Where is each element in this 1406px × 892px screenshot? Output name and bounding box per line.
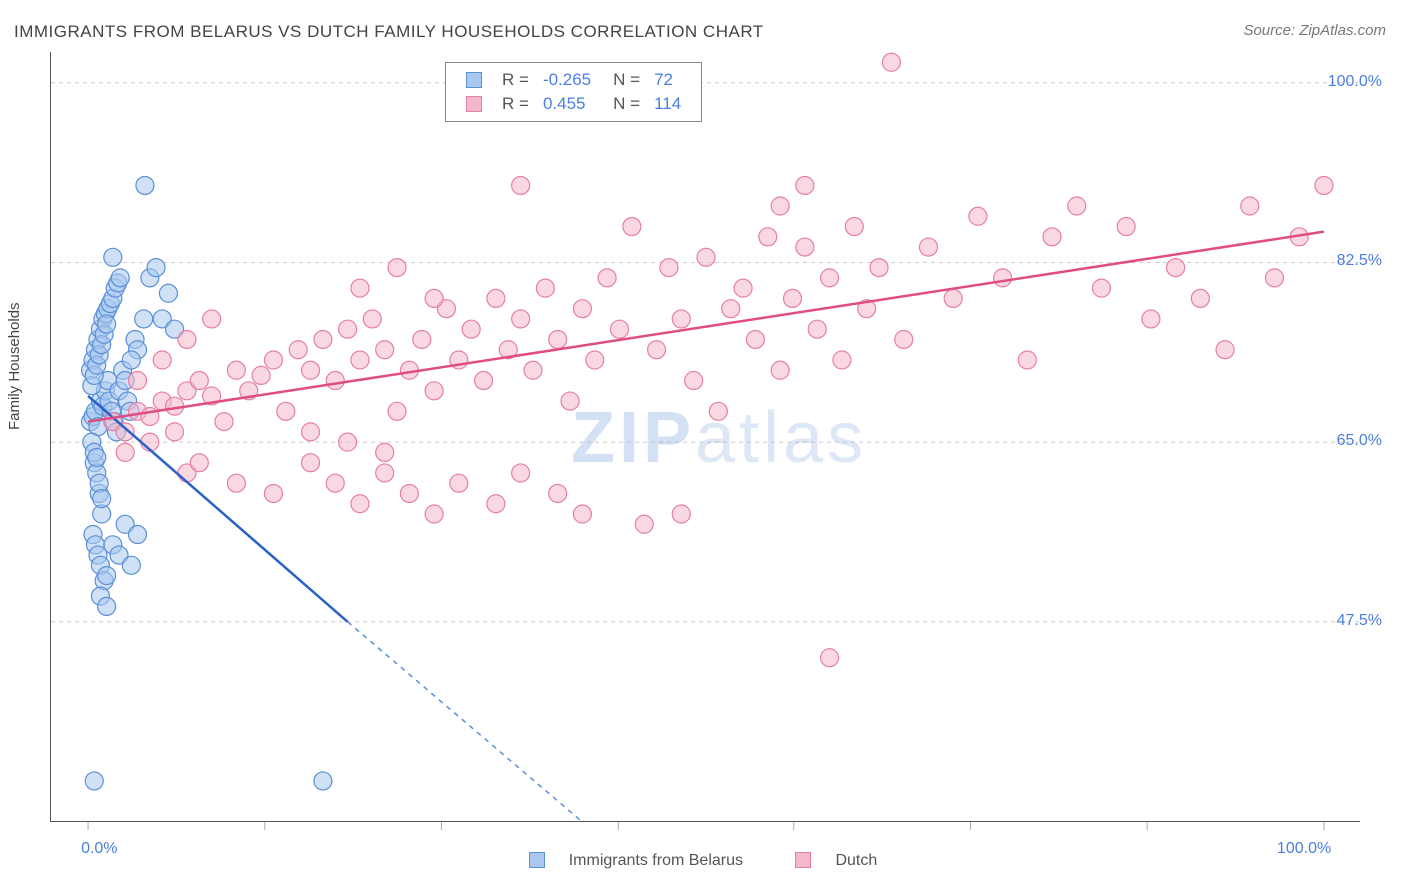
legend-R-label: R = bbox=[496, 93, 535, 115]
series-legend: Immigrants from Belarus Dutch bbox=[0, 852, 1406, 870]
chart-title: IMMIGRANTS FROM BELARUS VS DUTCH FAMILY … bbox=[14, 22, 764, 42]
legend-label-belarus: Immigrants from Belarus bbox=[569, 852, 743, 869]
y-tick-label: 47.5% bbox=[1337, 612, 1382, 630]
legend-swatch bbox=[466, 72, 482, 88]
legend-R-value: -0.265 bbox=[537, 69, 597, 91]
legend-swatch-dutch bbox=[795, 852, 811, 868]
y-tick-label: 100.0% bbox=[1328, 73, 1382, 91]
y-tick-label: 65.0% bbox=[1337, 432, 1382, 450]
legend-N-value: 114 bbox=[648, 93, 687, 115]
y-axis-label: Family Households bbox=[6, 302, 23, 430]
legend-R-label: R = bbox=[496, 69, 535, 91]
legend-item-dutch: Dutch bbox=[783, 852, 889, 869]
legend-N-label: N = bbox=[599, 93, 646, 115]
legend-swatch bbox=[466, 96, 482, 112]
source-attribution: Source: ZipAtlas.com bbox=[1243, 22, 1386, 39]
legend-N-value: 72 bbox=[648, 69, 687, 91]
legend-item-belarus: Immigrants from Belarus bbox=[517, 852, 760, 869]
chart-plot-area: ZIPatlas bbox=[50, 52, 1360, 822]
chart-svg bbox=[51, 52, 1361, 822]
legend-swatch-belarus bbox=[529, 852, 545, 868]
y-tick-label: 82.5% bbox=[1337, 252, 1382, 270]
legend-N-label: N = bbox=[599, 69, 646, 91]
legend-label-dutch: Dutch bbox=[835, 852, 877, 869]
correlation-legend: R =-0.265N =72 R =0.455N =114 bbox=[445, 62, 702, 122]
legend-R-value: 0.455 bbox=[537, 93, 597, 115]
